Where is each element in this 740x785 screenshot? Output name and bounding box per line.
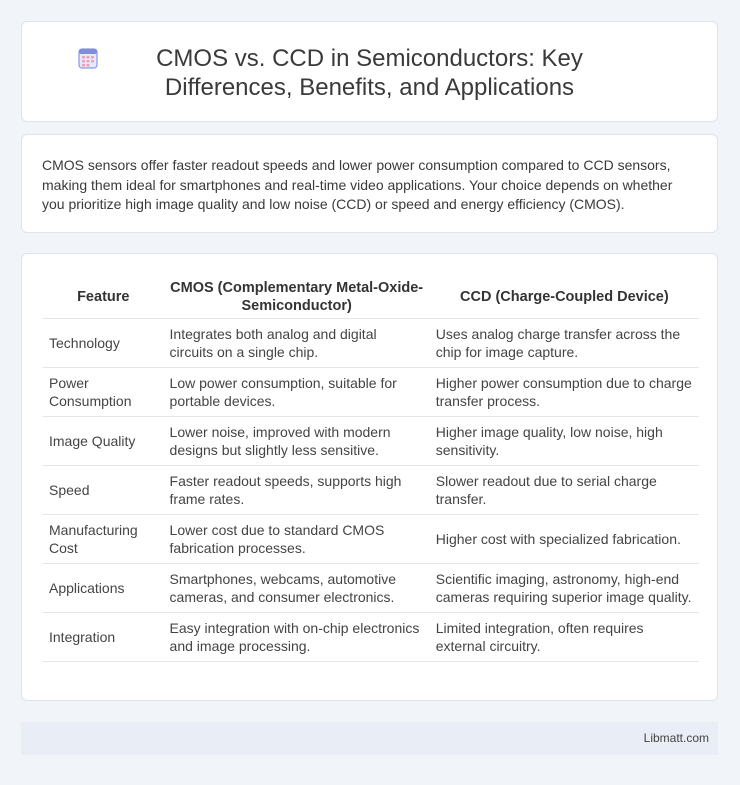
cmos-cell: Low power consumption, suitable for port… <box>163 368 430 417</box>
table-row: Speed Faster readout speeds, supports hi… <box>43 466 699 515</box>
footer-site-link[interactable]: Libmatt.com <box>643 731 709 745</box>
cmos-cell: Faster readout speeds, supports high fra… <box>163 466 430 515</box>
ccd-cell: Higher power consumption due to charge t… <box>429 368 699 417</box>
page-title: CMOS vs. CCD in Semiconductors: Key Diff… <box>156 45 583 101</box>
feature-cell: Applications <box>43 564 164 613</box>
table-row: Manufacturing Cost Lower cost due to sta… <box>43 515 699 564</box>
header-ccd: CCD (Charge-Coupled Device) <box>429 276 699 319</box>
summary-text: CMOS sensors offer faster readout speeds… <box>42 157 673 212</box>
feature-cell: Power Consumption <box>43 368 164 417</box>
table-row: Power Consumption Low power consumption,… <box>43 368 699 417</box>
table-header-row: Feature CMOS (Complementary Metal-Oxide-… <box>43 276 699 319</box>
cmos-cell: Lower cost due to standard CMOS fabricat… <box>163 515 430 564</box>
ccd-cell: Slower readout due to serial charge tran… <box>429 466 699 515</box>
table-row: Image Quality Lower noise, improved with… <box>43 417 699 466</box>
cmos-cell: Smartphones, webcams, automotive cameras… <box>163 564 430 613</box>
calendar-grid-icon <box>78 48 98 69</box>
comparison-table: Feature CMOS (Complementary Metal-Oxide-… <box>43 276 699 662</box>
header-feature: Feature <box>43 276 164 319</box>
feature-cell: Speed <box>43 466 164 515</box>
feature-cell: Image Quality <box>43 417 164 466</box>
feature-cell: Manufacturing Cost <box>43 515 164 564</box>
ccd-cell: Scientific imaging, astronomy, high-end … <box>429 564 699 613</box>
cmos-cell: Easy integration with on-chip electronic… <box>163 613 430 662</box>
ccd-cell: Limited integration, often requires exte… <box>429 613 699 662</box>
table-row: Integration Easy integration with on-chi… <box>43 613 699 662</box>
cmos-cell: Lower noise, improved with modern design… <box>163 417 430 466</box>
cmos-cell: Integrates both analog and digital circu… <box>163 319 430 368</box>
footer-bar: Libmatt.com <box>21 722 718 755</box>
title-card: CMOS vs. CCD in Semiconductors: Key Diff… <box>21 21 718 122</box>
ccd-cell: Higher cost with specialized fabrication… <box>429 515 699 564</box>
table-row: Technology Integrates both analog and di… <box>43 319 699 368</box>
feature-cell: Integration <box>43 613 164 662</box>
summary-card: CMOS sensors offer faster readout speeds… <box>21 134 718 233</box>
header-cmos: CMOS (Complementary Metal-Oxide-Semicond… <box>163 276 430 319</box>
ccd-cell: Uses analog charge transfer across the c… <box>429 319 699 368</box>
ccd-cell: Higher image quality, low noise, high se… <box>429 417 699 466</box>
comparison-card: Feature CMOS (Complementary Metal-Oxide-… <box>21 253 718 701</box>
feature-cell: Technology <box>43 319 164 368</box>
table-row: Applications Smartphones, webcams, autom… <box>43 564 699 613</box>
